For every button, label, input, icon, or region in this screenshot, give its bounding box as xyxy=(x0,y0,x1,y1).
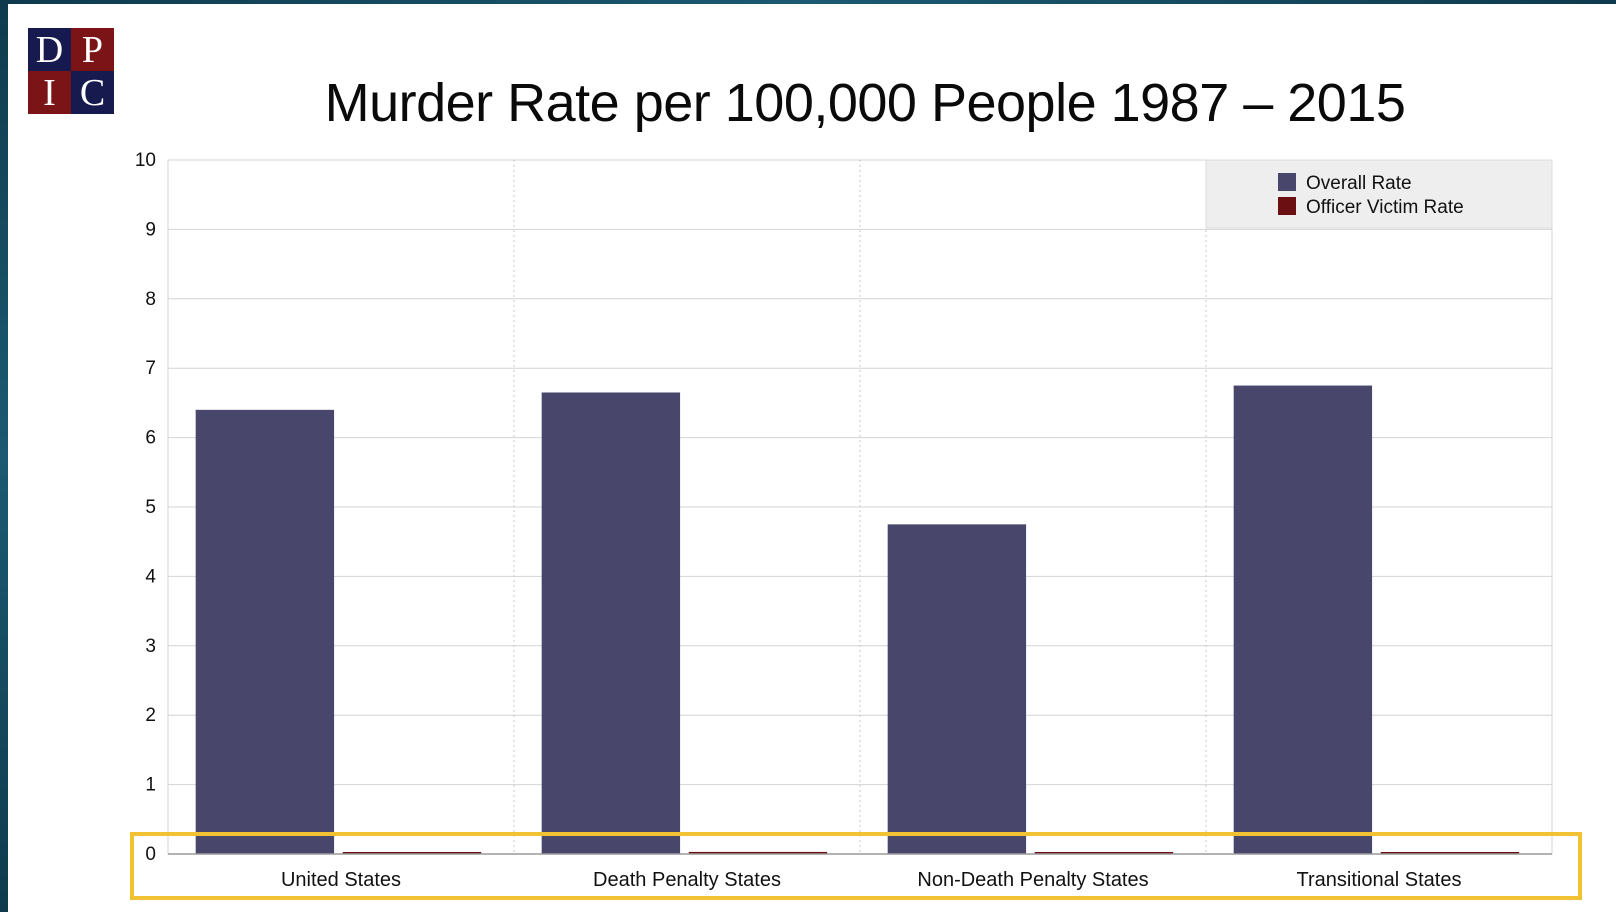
slide-frame-left xyxy=(0,0,8,912)
y-tick-label: 0 xyxy=(145,844,156,865)
y-tick-label: 8 xyxy=(145,289,156,310)
logo-letter-c: C xyxy=(71,71,114,114)
y-tick-label: 5 xyxy=(145,497,156,518)
y-tick-label: 2 xyxy=(145,705,156,726)
bar-overall-rate-0 xyxy=(195,409,335,854)
x-tick-label: Death Penalty States xyxy=(593,869,781,891)
bar-officer-victim-rate-1 xyxy=(688,851,828,854)
logo-letter-d: D xyxy=(28,28,71,71)
bar-officer-victim-rate-0 xyxy=(342,852,482,854)
bars-layer xyxy=(195,385,1520,854)
logo-letter-i: I xyxy=(28,71,71,114)
bar-overall-rate-3 xyxy=(1233,385,1373,854)
y-tick-label: 6 xyxy=(145,428,156,449)
legend-label: Officer Victim Rate xyxy=(1306,197,1464,218)
logo-letter-p: P xyxy=(71,28,114,71)
dpic-logo: D P I C xyxy=(28,28,114,114)
x-tick-label: Non-Death Penalty States xyxy=(917,869,1148,891)
y-tick-label: 10 xyxy=(135,150,156,171)
y-tick-label: 1 xyxy=(145,775,156,796)
legend-label: Overall Rate xyxy=(1306,173,1412,194)
y-tick-label: 3 xyxy=(145,636,156,657)
highlight-box xyxy=(130,832,1582,900)
x-tick-label: Transitional States xyxy=(1297,869,1462,891)
bar-overall-rate-1 xyxy=(541,392,681,854)
bar-overall-rate-2 xyxy=(887,524,1027,854)
legend: Overall Rate Officer Victim Rate xyxy=(1205,159,1553,229)
bar-officer-victim-rate-3 xyxy=(1380,852,1520,854)
y-tick-label: 9 xyxy=(145,219,156,240)
y-tick-label: 7 xyxy=(145,358,156,379)
legend-swatch xyxy=(1278,197,1296,215)
chart-title: Murder Rate per 100,000 People 1987 – 20… xyxy=(324,73,1406,133)
legend-box xyxy=(1205,159,1553,229)
bar-officer-victim-rate-2 xyxy=(1034,852,1174,854)
legend-swatch xyxy=(1278,173,1296,191)
x-tick-label: United States xyxy=(281,869,401,891)
y-tick-label: 4 xyxy=(145,566,156,587)
axis-layer: 0 1 2 3 4 5 6 7 8 9 10 United States Death Penalty S… xyxy=(135,150,1552,891)
slide-frame-top xyxy=(0,0,1616,4)
